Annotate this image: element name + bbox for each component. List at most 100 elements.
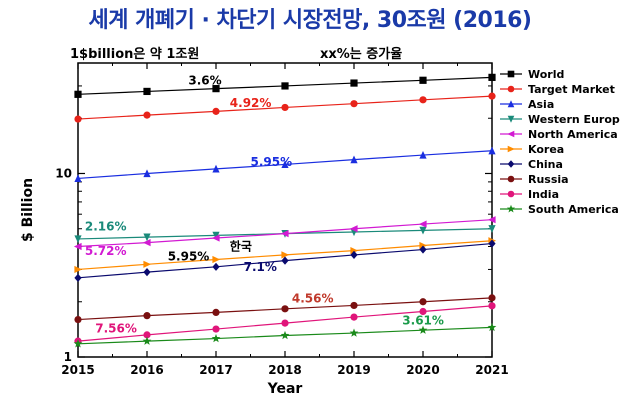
data-point [143, 312, 151, 320]
note-left: 1$billion은 약 1조원 [70, 47, 200, 62]
data-point [350, 301, 358, 310]
data-point [212, 107, 220, 115]
data-point [349, 328, 359, 337]
data-point [419, 150, 427, 159]
data-point [488, 294, 496, 302]
data-point [143, 268, 151, 277]
data-point [418, 220, 427, 228]
data-point [281, 319, 289, 327]
annotation-label: 7.1% [244, 260, 277, 274]
note-right: xx%는 증가율 [320, 47, 403, 62]
data-point [212, 85, 220, 93]
y-tick-label: 10 [55, 166, 72, 180]
legend-label: Korea [528, 143, 564, 156]
legend-marker [507, 130, 515, 138]
data-point [487, 216, 496, 224]
legend-label: Asia [528, 98, 554, 111]
legend-marker [507, 85, 515, 93]
data-point [350, 79, 358, 87]
legend-label: South America [528, 203, 619, 216]
annotation-label: 3.61% [402, 314, 444, 328]
x-tick-label: 2021 [475, 363, 508, 377]
legend-label: World [528, 68, 564, 81]
data-point [142, 239, 151, 247]
x-tick-label: 2018 [268, 363, 301, 377]
data-point [350, 155, 358, 164]
x-tick-label: 2016 [130, 363, 163, 377]
legend-marker [507, 115, 515, 123]
legend-marker [507, 100, 515, 108]
x-tick-label: 2020 [406, 363, 439, 377]
data-point [419, 226, 427, 235]
data-point [281, 305, 289, 313]
annotation-label: 4.56% [292, 292, 334, 306]
data-point [280, 230, 289, 238]
data-point [488, 239, 496, 248]
annotation-label: 7.56% [95, 321, 137, 335]
data-point [74, 235, 82, 244]
data-point [212, 164, 220, 173]
data-point [211, 333, 221, 343]
x-tick-label: 2019 [337, 363, 370, 377]
data-point [281, 103, 289, 112]
data-point [143, 331, 151, 339]
data-point [143, 111, 151, 119]
data-point [281, 251, 290, 259]
legend-label: Target Market [528, 83, 615, 96]
data-point [212, 255, 221, 264]
data-point [143, 233, 151, 242]
legend-marker [507, 145, 515, 153]
x-tick-label: 2017 [199, 363, 232, 377]
data-point [488, 302, 496, 310]
legend-marker [506, 204, 516, 213]
legend-label: North America [528, 128, 618, 141]
x-tick-label: 2015 [61, 363, 94, 377]
annotation-label: 4.92% [230, 96, 272, 110]
annotation-label: 5.95% [251, 155, 293, 169]
data-point [488, 92, 496, 100]
data-point [419, 298, 427, 306]
data-point [212, 262, 220, 271]
data-point [350, 247, 359, 255]
data-point [488, 225, 496, 233]
data-point [280, 330, 290, 340]
data-point [350, 250, 358, 260]
data-point [281, 82, 289, 90]
annotation-label: 한국 [230, 239, 252, 254]
data-point [74, 174, 82, 183]
data-point [74, 265, 83, 274]
data-point [212, 325, 220, 333]
data-point [419, 245, 427, 254]
data-point [212, 231, 220, 240]
data-point [143, 260, 152, 268]
data-point [350, 100, 358, 108]
data-point [418, 325, 428, 334]
data-point [281, 160, 289, 169]
data-point [419, 96, 427, 104]
chart-title: 세계 개폐기 · 차단기 시장전망, 30조원 (2016) [88, 8, 533, 33]
data-point [419, 76, 427, 84]
data-point [487, 322, 497, 332]
data-point [74, 273, 82, 282]
legend-marker [507, 190, 515, 198]
data-point [73, 242, 82, 251]
legend-label: India [528, 188, 559, 201]
x-axis-label: Year [267, 381, 303, 397]
data-point [349, 225, 358, 233]
legend-marker [507, 160, 515, 168]
data-point [281, 256, 289, 265]
data-point [488, 146, 496, 155]
data-point [419, 241, 428, 250]
y-tick-label: 1 [64, 350, 72, 364]
annotation-label: 5.95% [168, 250, 210, 264]
legend-label: China [528, 158, 563, 171]
data-point [74, 90, 82, 98]
data-point [212, 308, 220, 316]
y-axis-label: $ Billion [20, 178, 36, 242]
data-point [73, 339, 83, 348]
legend-label: Western Europe [528, 113, 620, 126]
annotation-label: 2.16% [85, 219, 127, 233]
data-point [211, 234, 220, 242]
